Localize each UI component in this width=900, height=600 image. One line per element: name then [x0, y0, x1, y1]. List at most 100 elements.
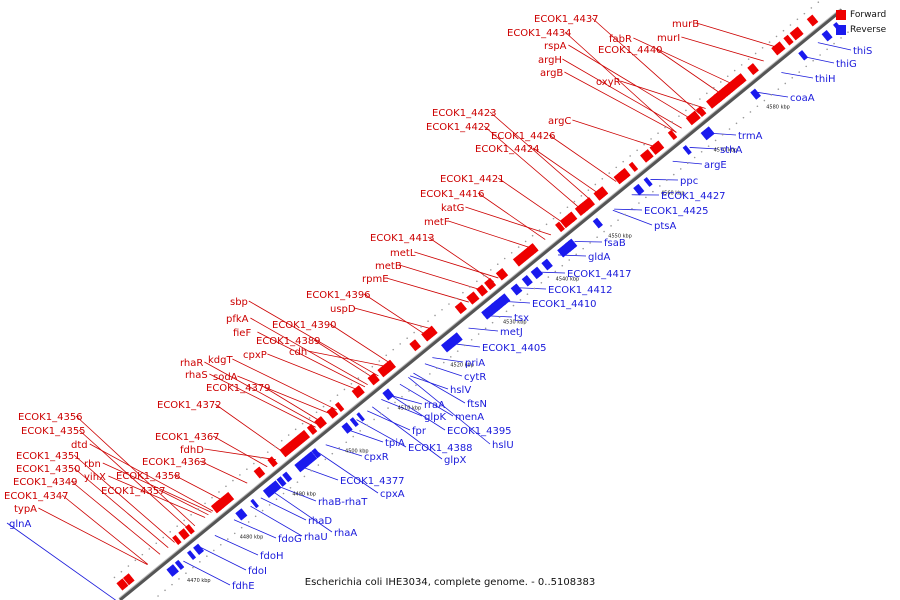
- gene-label[interactable]: argC: [548, 116, 571, 127]
- gene-label[interactable]: trmA: [738, 131, 763, 142]
- gene-label[interactable]: ECOK1_4347: [4, 491, 69, 502]
- gene-label[interactable]: kdgT: [208, 355, 233, 366]
- gene-label[interactable]: gldA: [588, 252, 610, 263]
- gene-label[interactable]: rhaR: [180, 358, 203, 369]
- gene-label[interactable]: rhaS: [185, 370, 208, 381]
- gene-label[interactable]: hslV: [450, 385, 471, 396]
- gene-label[interactable]: cpxR: [364, 452, 389, 463]
- gene-label[interactable]: ECOK1_4440: [598, 45, 663, 56]
- gene-label[interactable]: ECOK1_4356: [18, 412, 83, 423]
- gene-label[interactable]: metB: [375, 261, 402, 272]
- gene-label[interactable]: ECOK1_4434: [507, 28, 572, 39]
- forward-gene-feature: [267, 456, 278, 468]
- gene-label[interactable]: yihX: [84, 472, 106, 483]
- gene-label[interactable]: ECOK1_4377: [340, 476, 405, 487]
- gene-label[interactable]: fabR: [609, 34, 632, 45]
- gene-label[interactable]: sthA: [720, 145, 742, 156]
- gene-label[interactable]: cpxA: [380, 489, 405, 500]
- gene-label[interactable]: rraA: [424, 400, 445, 411]
- gene-label[interactable]: glnA: [9, 519, 31, 530]
- gene-label[interactable]: argB: [540, 68, 563, 79]
- gene-label[interactable]: rhaA: [334, 528, 357, 539]
- gene-label[interactable]: fdoH: [260, 551, 284, 562]
- gene-label[interactable]: ECOK1_4389: [256, 336, 321, 347]
- gene-label[interactable]: ECOK1_4388: [408, 443, 473, 454]
- gene-label[interactable]: thiS: [853, 46, 872, 57]
- gene-label[interactable]: fdhE: [232, 581, 255, 592]
- gene-label[interactable]: cpxP: [243, 350, 267, 361]
- gene-label[interactable]: sodA: [213, 372, 238, 383]
- gene-label[interactable]: ECOK1_4357: [101, 486, 166, 497]
- gene-label[interactable]: metF: [424, 217, 450, 228]
- gene-label[interactable]: typA: [14, 504, 37, 515]
- gene-label[interactable]: ECOK1_4422: [426, 122, 491, 133]
- gene-label[interactable]: ECOK1_4426: [491, 131, 556, 142]
- gene-label[interactable]: rhaU: [304, 532, 328, 543]
- gene-label[interactable]: ECOK1_4372: [157, 400, 222, 411]
- gene-label[interactable]: ECOK1_4390: [272, 320, 337, 331]
- gene-label[interactable]: ECOK1_4349: [13, 477, 78, 488]
- gene-label[interactable]: ECOK1_4351: [16, 451, 81, 462]
- gene-label[interactable]: ECOK1_4350: [16, 464, 81, 475]
- gene-label[interactable]: ECOK1_4437: [534, 14, 599, 25]
- gene-label[interactable]: oxyR: [596, 77, 621, 88]
- gene-label[interactable]: fdhD: [180, 445, 204, 456]
- gene-label[interactable]: ECOK1_4367: [155, 432, 220, 443]
- gene-label[interactable]: ECOK1_4425: [644, 206, 709, 217]
- gene-label[interactable]: fieF: [233, 328, 251, 339]
- gene-label[interactable]: rpmE: [362, 274, 389, 285]
- gene-label[interactable]: thiG: [836, 59, 857, 70]
- gene-label[interactable]: ECOK1_4412: [548, 285, 613, 296]
- gene-label[interactable]: ECOK1_4416: [420, 189, 485, 200]
- gene-label[interactable]: pfkA: [226, 314, 249, 325]
- gene-label[interactable]: fpr: [412, 426, 427, 437]
- legend-forward-swatch: [836, 9, 846, 20]
- gene-label[interactable]: ECOK1_4396: [306, 290, 371, 301]
- marker-dot: [554, 270, 557, 273]
- gene-label[interactable]: glpX: [444, 455, 466, 466]
- gene-label[interactable]: katG: [441, 203, 464, 214]
- gene-label[interactable]: rhaB-rhaT: [318, 497, 368, 508]
- gene-label[interactable]: ECOK1_4410: [532, 299, 597, 310]
- gene-label[interactable]: uspD: [330, 304, 356, 315]
- gene-label[interactable]: ECOK1_4405: [482, 343, 547, 354]
- gene-label[interactable]: cytR: [464, 372, 486, 383]
- gene-label[interactable]: ECOK1_4417: [567, 269, 632, 280]
- gene-label[interactable]: murB: [672, 19, 699, 30]
- gene-label[interactable]: ptsA: [654, 221, 676, 232]
- gene-label[interactable]: ECOK1_4423: [432, 108, 497, 119]
- gene-label[interactable]: tsx: [514, 313, 529, 324]
- gene-label[interactable]: ECOK1_4358: [116, 471, 181, 482]
- gene-label[interactable]: ECOK1_4395: [447, 426, 512, 437]
- gene-label[interactable]: rspA: [544, 41, 567, 52]
- gene-label[interactable]: ECOK1_4379: [206, 383, 271, 394]
- gene-label[interactable]: ECOK1_4413: [370, 233, 435, 244]
- gene-label[interactable]: tpiA: [385, 438, 405, 449]
- gene-label[interactable]: dtd: [71, 440, 88, 451]
- gene-label[interactable]: argE: [704, 160, 727, 171]
- gene-label[interactable]: rbn: [84, 459, 101, 470]
- gene-label[interactable]: rhaD: [308, 516, 332, 527]
- gene-label[interactable]: ECOK1_4355: [21, 426, 86, 437]
- gene-label[interactable]: thiH: [815, 74, 836, 85]
- gene-label[interactable]: ECOK1_4363: [142, 457, 207, 468]
- gene-label[interactable]: priA: [465, 358, 485, 369]
- gene-label[interactable]: coaA: [790, 93, 815, 104]
- gene-label[interactable]: murI: [657, 33, 680, 44]
- gene-label[interactable]: metJ: [500, 327, 523, 338]
- gene-label[interactable]: fdoG: [278, 534, 302, 545]
- gene-label[interactable]: ECOK1_4421: [440, 174, 505, 185]
- gene-label[interactable]: ECOK1_4424: [475, 144, 540, 155]
- gene-label[interactable]: ppc: [680, 176, 698, 187]
- gene-label[interactable]: metL: [390, 248, 416, 259]
- gene-label[interactable]: argH: [538, 55, 562, 66]
- gene-label[interactable]: fdoI: [248, 566, 267, 577]
- gene-label[interactable]: glpK: [424, 412, 446, 423]
- gene-label[interactable]: ECOK1_4427: [661, 191, 726, 202]
- gene-label[interactable]: menA: [455, 412, 484, 423]
- gene-label[interactable]: hslU: [492, 440, 514, 451]
- gene-label[interactable]: cdh: [289, 347, 307, 358]
- gene-label[interactable]: sbp: [230, 297, 248, 308]
- gene-label[interactable]: fsaB: [604, 238, 626, 249]
- gene-label[interactable]: ftsN: [467, 399, 487, 410]
